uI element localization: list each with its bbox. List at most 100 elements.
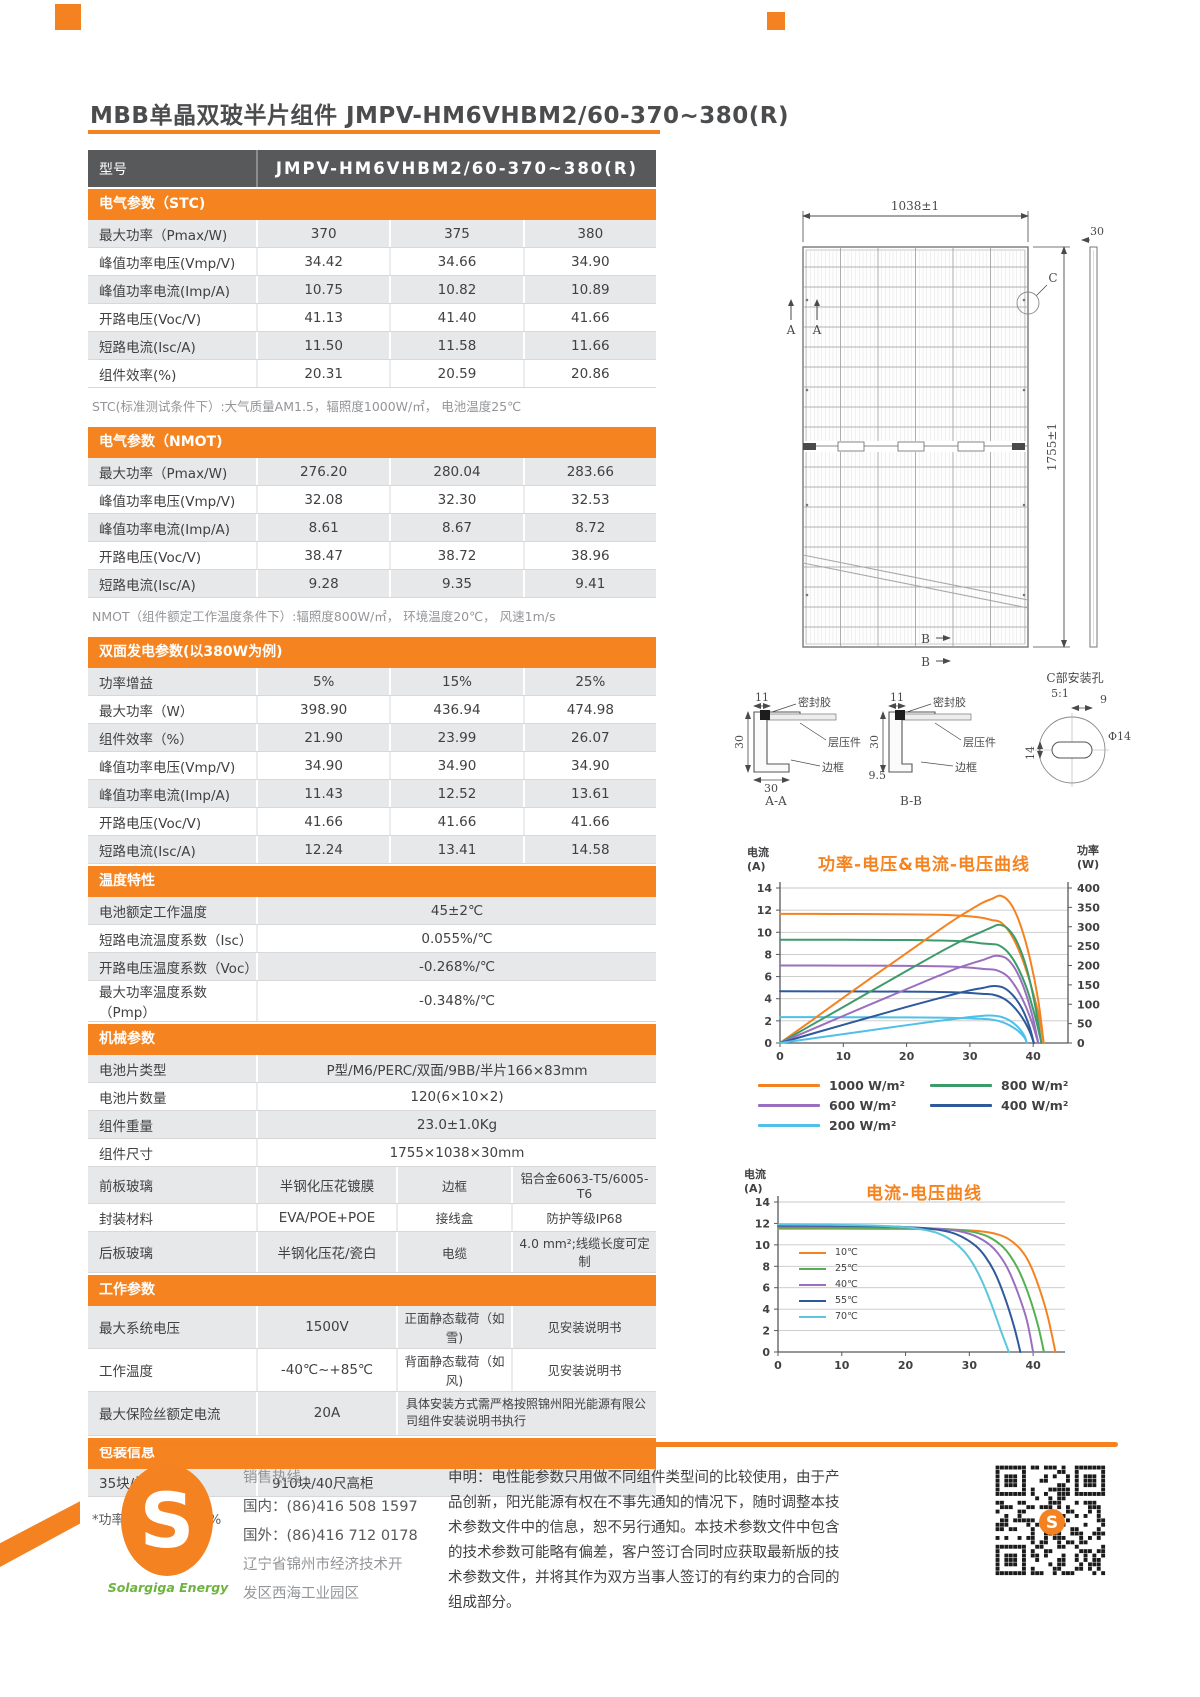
spec-value: 9.28 (256, 570, 389, 597)
section-header: 电气参数（NMOT) (88, 427, 656, 458)
legend-item: 1000 W/m² (758, 1078, 930, 1093)
spec-value: 23.0±1.0Kg (256, 1111, 656, 1138)
curve-PV-1000 (779, 894, 1045, 1044)
spec-table: 型号 JMPV-HM6VHBM2/60-370~380(R) 电气参数（STC)… (88, 150, 656, 1538)
orange-divider (88, 1442, 1118, 1447)
svg-text:0: 0 (762, 1346, 770, 1359)
curve-70C (777, 1223, 1010, 1353)
curve-PV-600 (779, 954, 1040, 1044)
section-cc-detail: C部安装孔 5:1 9 14 Φ14 (1024, 670, 1131, 787)
spec-value: 41.13 (256, 304, 389, 331)
svg-text:20: 20 (898, 1359, 914, 1372)
spec-row: 短路电流(Isc/A) 11.50 11.58 11.66 (88, 332, 656, 360)
bb-frame-label: 边框 (955, 761, 977, 774)
spec-label: 最大功率温度系数（Pmp） (99, 985, 207, 1021)
svg-text:100: 100 (1077, 998, 1100, 1011)
spec-value: 32.08 (256, 486, 389, 513)
spec-label: 最大功率（W） (99, 703, 194, 720)
spec-value: 半钢化压花/瓷白 (256, 1232, 396, 1272)
spec-value: 13.41 (389, 836, 522, 863)
spec-row: 开路电压(Voc/V) 38.47 38.72 38.96 (88, 542, 656, 570)
title-underline (88, 130, 660, 134)
curve-IV-400 (779, 990, 1035, 1044)
spec-row: 最大功率（Pmax/W) 276.20 280.04 283.66 (88, 458, 656, 486)
section-header: 工作参数 (88, 1275, 656, 1306)
curve-PV-200 (779, 1014, 1028, 1044)
spec-value: 436.94 (389, 696, 522, 723)
spec-label: 组件重量 (99, 1118, 153, 1135)
svg-text:250: 250 (1077, 940, 1100, 953)
spec-row: 组件尺寸 1755×1038×30mm (88, 1139, 656, 1167)
section-header: 电气参数（STC) (88, 189, 656, 220)
spec-value: 38.72 (389, 542, 522, 569)
spec-value: 380 (522, 220, 656, 247)
page-title: MBB单晶双玻半片组件 JMPV-HM6VHBM2/60-370~380(R) (90, 103, 790, 129)
spec-row: 组件重量 23.0±1.0Kg (88, 1111, 656, 1139)
spec-label: 开路电压(Voc/V) (99, 311, 202, 328)
spec-row: 电池额定工作温度 45±2℃ (88, 897, 656, 925)
spec-value: 1755×1038×30mm (256, 1139, 656, 1166)
svg-text:30: 30 (962, 1359, 978, 1372)
spec-row: 组件效率(%) 20.31 20.59 20.86 (88, 360, 656, 388)
chart1-right-axis-label: 功率 (W) (1077, 844, 1100, 871)
pv-iv-curve-chart: 0 2 4 6 8 10 12 14 0 50 100 150 200 250 300 350 400 0 10 20… (757, 882, 1100, 1063)
spec-value: 20.59 (389, 360, 522, 387)
svg-text:0: 0 (776, 1050, 784, 1063)
spec-table-body: 电气参数（STC) 最大功率（Pmax/W) 370 375 380 峰值功率电压(Vmp… (88, 189, 656, 1497)
mark-b1-text: B (921, 632, 930, 646)
legend-item: 200 W/m² (758, 1118, 930, 1133)
spec-row: 电池片数量 120(6×10×2) (88, 1083, 656, 1111)
spec-label: 封装材料 (99, 1211, 153, 1228)
spec-row: 峰值功率电流(Imp/A) 11.43 12.52 13.61 (88, 780, 656, 808)
svg-text:12: 12 (757, 904, 772, 917)
spec-row: 后板玻璃 半钢化压花/瓷白 电缆 4.0 mm²;线缆长度可定制 (88, 1232, 656, 1273)
mark-a1-text: A (786, 323, 796, 337)
logo-letter: S (139, 1475, 195, 1565)
aa-sealant-label: 密封胶 (798, 695, 831, 709)
mark-b2-text: B (921, 655, 930, 669)
spec-value: 防护等级IP68 (511, 1204, 656, 1231)
address-line1: 辽宁省锦州市经济技术开 (243, 1557, 403, 1573)
spec-value: 474.98 (522, 696, 656, 723)
spec-label: 后板玻璃 (99, 1246, 153, 1262)
spec-value: 34.66 (389, 248, 522, 275)
spec-value: 34.90 (389, 752, 522, 779)
svg-text:40: 40 (1025, 1359, 1041, 1372)
spec-value: 11.50 (256, 332, 389, 359)
aa-dim-top: 11 (755, 691, 769, 704)
svg-text:2: 2 (762, 1325, 770, 1338)
svg-text:6: 6 (762, 1282, 770, 1295)
spec-value: 接线盒 (396, 1204, 511, 1231)
svg-text:10: 10 (755, 1239, 771, 1252)
spec-label: 工作温度 (99, 1364, 153, 1380)
spec-value: 41.40 (389, 304, 522, 331)
bb-laminate-label: 层压件 (963, 736, 996, 749)
spec-label: 峰值功率电压(Vmp/V) (99, 493, 236, 510)
spec-label: 短路电流温度系数（Isc） (99, 932, 253, 949)
spec-row: 组件效率（%） 21.90 23.99 26.07 (88, 724, 656, 752)
svg-text:2: 2 (764, 1015, 772, 1028)
spec-value: 13.61 (522, 780, 656, 807)
spec-row: 峰值功率电压(Vmp/V) 34.42 34.66 34.90 (88, 248, 656, 276)
corner-decoration-bottom-left (0, 1501, 80, 1567)
corner-decoration-top-right (767, 12, 785, 30)
spec-value: 11.58 (389, 332, 522, 359)
spec-value: 41.66 (522, 808, 656, 835)
svg-text:300: 300 (1077, 921, 1100, 934)
spec-row: 开路电压(Voc/V) 41.13 41.40 41.66 (88, 304, 656, 332)
mark-a2-text: A (812, 323, 822, 337)
panel-front-view (802, 246, 1029, 648)
model-label: 型号 (99, 161, 127, 178)
corner-decoration-top-left (55, 4, 81, 30)
phone-domestic: 国内：(86)416 508 1597 (243, 1499, 418, 1515)
legend-item: 70℃ (799, 1311, 858, 1322)
chart2-legend: 10℃ 25℃ 40℃ 55℃ 70℃ (799, 1247, 858, 1322)
spec-label: 短路电流(Isc/A) (99, 843, 196, 860)
spec-value: 8.61 (256, 514, 389, 541)
section-footnote: NMOT（组件额定工作温度条件下）:辐照度800W/㎡， 环境温度20℃， 风速… (92, 609, 556, 624)
section-header: 温度特性 (88, 866, 656, 897)
spec-value: 10.82 (389, 276, 522, 303)
company-logo: S (121, 1464, 213, 1576)
spec-label: 短路电流(Isc/A) (99, 339, 196, 356)
